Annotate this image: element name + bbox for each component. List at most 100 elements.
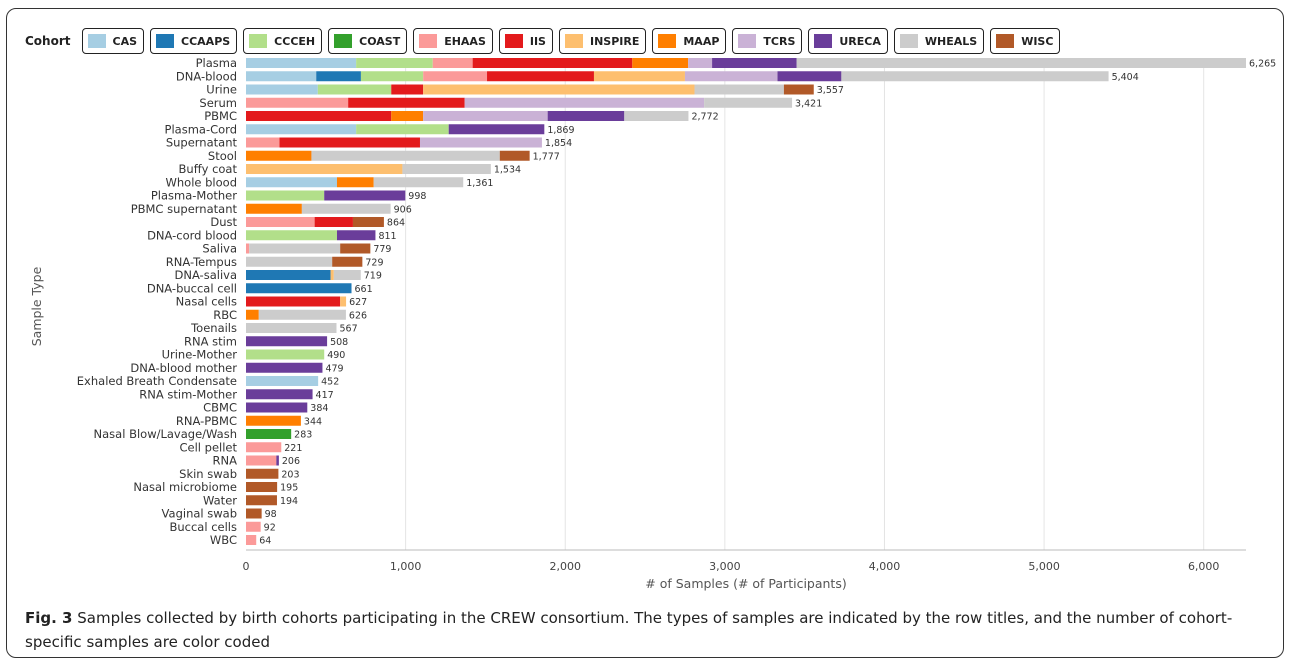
bar-segment [632, 58, 689, 68]
legend-swatch [249, 34, 268, 48]
total-label: 1,361 [466, 178, 493, 189]
bar-segment [246, 415, 301, 426]
row-label: RNA-PBMC [176, 414, 237, 428]
total-label: 195 [280, 483, 298, 494]
bar-segment [246, 230, 337, 241]
legend-item-cas[interactable]: CAS [81, 28, 145, 54]
row-label: Saliva [202, 242, 237, 256]
legend-item-wisc[interactable]: WISC [990, 28, 1061, 54]
x-tick-label: 0 [243, 560, 250, 573]
total-label: 1,777 [533, 151, 560, 162]
row-label: Toenails [190, 321, 237, 335]
row-label: Water [203, 493, 237, 507]
legend-item-iis[interactable]: IIS [498, 28, 553, 54]
bar-segment [336, 177, 374, 188]
row-label: Supernatant [166, 136, 238, 150]
bar-segment [246, 256, 333, 267]
legend-item-tcrs[interactable]: TCRS [732, 28, 803, 54]
x-axis-title: # of Samples (# of Participants) [645, 576, 846, 591]
bar-segment [336, 230, 376, 241]
legend-item-ehaas[interactable]: EHAAS [413, 28, 493, 54]
total-label: 6,265 [1249, 59, 1276, 70]
total-label: 194 [280, 496, 298, 507]
legend-item-ccaaps[interactable]: CCAAPS [150, 28, 238, 54]
total-label: 283 [294, 430, 312, 441]
bar-segment [317, 84, 392, 95]
legend-label: IIS [529, 34, 546, 48]
bar-segment [314, 217, 353, 227]
bar-segment [246, 124, 357, 135]
legend-label: EHAAS [444, 34, 486, 48]
bar-segment [246, 296, 341, 307]
legend-item-inspire[interactable]: INSPIRE [558, 28, 647, 54]
bar-segment [246, 521, 261, 532]
total-label: 719 [364, 271, 382, 282]
bar-segment [246, 58, 357, 68]
legend-item-maap[interactable]: MAAP [652, 28, 727, 54]
row-label: WBC [210, 533, 237, 547]
legend-label: TCRS [763, 34, 796, 48]
bar-segment [684, 71, 778, 82]
bar-segment [796, 58, 1246, 68]
bar-segment [330, 270, 334, 280]
bar-segment [301, 203, 391, 214]
bar-segment [356, 124, 449, 135]
legend-label: CCAAPS [181, 34, 231, 48]
legend-item-ccceh[interactable]: CCCEH [243, 28, 323, 54]
bar-segment [593, 71, 685, 82]
total-label: 2,772 [691, 112, 718, 123]
bar-segment [246, 177, 337, 188]
bar-segment [448, 124, 545, 135]
bar-segment [402, 164, 491, 174]
total-label: 729 [365, 257, 383, 268]
total-label: 906 [394, 204, 412, 215]
bar-segment [246, 349, 325, 360]
bar-segment [624, 111, 689, 121]
bar-segment [704, 97, 793, 108]
bar-segment [391, 111, 424, 121]
bar-segment [246, 270, 331, 280]
bar-segment [352, 217, 384, 227]
total-label: 5,404 [1112, 72, 1139, 83]
chart-legend: Cohort CAS CCAAPS CCCEH COAST EHAAS IIS INSPIR… [25, 27, 1061, 55]
legend-swatch [419, 34, 438, 48]
bar-segment [249, 243, 341, 254]
bar-segment [783, 84, 814, 95]
x-tick-label: 4,000 [869, 560, 901, 573]
bar-segment [841, 71, 1109, 82]
bar-segment [432, 58, 473, 68]
bar-segment [340, 243, 371, 254]
total-label: 779 [373, 244, 391, 255]
caption-text: Samples collected by birth cohorts parti… [25, 609, 1233, 651]
legend-item-coast[interactable]: COAST [328, 28, 408, 54]
bar-segment [324, 190, 406, 201]
row-label: Urine [206, 83, 237, 97]
bar-segment [423, 84, 695, 95]
bar-segment [246, 389, 313, 400]
total-label: 344 [304, 416, 322, 427]
row-label: Nasal cells [176, 295, 237, 309]
bar-segment [246, 455, 277, 466]
bar-segment [373, 177, 464, 188]
total-label: 221 [284, 443, 302, 454]
bar-segment [547, 111, 625, 121]
bar-segment [332, 256, 363, 267]
row-label: Cell pellet [180, 440, 238, 454]
legend-item-wheals[interactable]: WHEALS [893, 28, 985, 54]
total-label: 203 [281, 469, 299, 480]
bar-segment [246, 71, 317, 82]
row-label: DNA-blood [176, 69, 237, 83]
x-tick-label: 5,000 [1028, 560, 1060, 573]
bar-segment [246, 362, 323, 373]
figure-caption: Fig. 3 Samples collected by birth cohort… [25, 606, 1265, 654]
total-label: 452 [321, 377, 339, 388]
bar-segment [246, 468, 279, 479]
bar-segment [246, 429, 292, 439]
total-label: 206 [282, 456, 300, 467]
bar-segment [423, 111, 548, 121]
legend-item-ureca[interactable]: URECA [808, 28, 888, 54]
row-label: Whole blood [166, 175, 238, 189]
total-label: 508 [330, 337, 348, 348]
total-label: 98 [265, 509, 277, 520]
row-label: PBMC [204, 109, 237, 123]
